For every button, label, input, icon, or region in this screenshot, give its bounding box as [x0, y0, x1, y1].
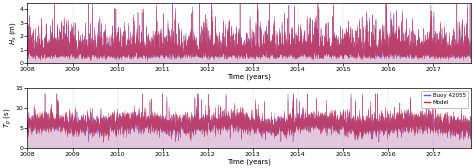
Y-axis label: $T_p$ (s): $T_p$ (s)	[3, 108, 14, 128]
Legend: Buoy 42055, Model: Buoy 42055, Model	[421, 91, 468, 108]
X-axis label: Time (years): Time (years)	[228, 159, 271, 165]
X-axis label: Time (years): Time (years)	[228, 74, 271, 80]
Y-axis label: $H_s$ (m): $H_s$ (m)	[8, 21, 18, 45]
